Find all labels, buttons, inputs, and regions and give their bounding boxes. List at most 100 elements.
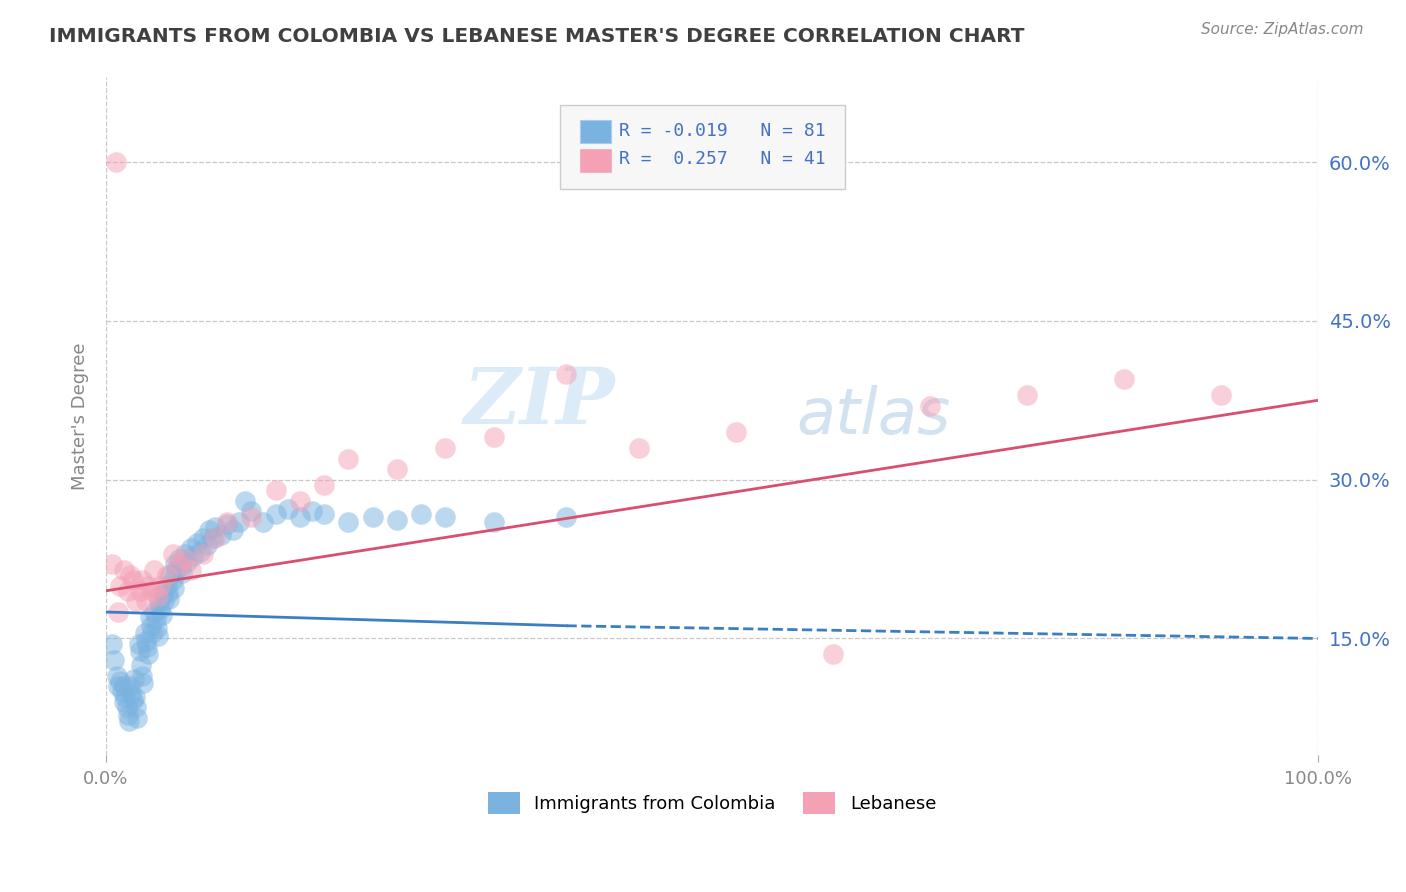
Point	[204, 531, 226, 545]
Point	[105, 668, 128, 682]
Point	[146, 629, 169, 643]
Point	[1209, 388, 1232, 402]
Point	[1015, 388, 1038, 402]
Point	[288, 509, 311, 524]
Point	[112, 695, 135, 709]
Point	[173, 552, 195, 566]
Point	[124, 690, 146, 704]
Text: atlas: atlas	[797, 385, 950, 447]
Point	[240, 509, 263, 524]
Point	[156, 586, 179, 600]
Point	[138, 610, 160, 624]
Point	[312, 507, 335, 521]
Point	[107, 605, 129, 619]
Point	[186, 536, 208, 550]
FancyBboxPatch shape	[579, 149, 612, 171]
Point	[104, 155, 127, 169]
Point	[128, 583, 150, 598]
Point	[141, 626, 163, 640]
Point	[167, 552, 190, 566]
Point	[146, 621, 169, 635]
Point	[159, 568, 181, 582]
Point	[128, 637, 150, 651]
Text: Source: ZipAtlas.com: Source: ZipAtlas.com	[1201, 22, 1364, 37]
Point	[434, 509, 457, 524]
Point	[162, 547, 184, 561]
Text: R =  0.257   N = 41: R = 0.257 N = 41	[619, 151, 825, 169]
Point	[385, 513, 408, 527]
Point	[117, 707, 139, 722]
Point	[172, 566, 194, 580]
Point	[1112, 372, 1135, 386]
Point	[107, 679, 129, 693]
Point	[112, 563, 135, 577]
Point	[128, 644, 150, 658]
Point	[148, 594, 170, 608]
Point	[337, 451, 360, 466]
Point	[918, 399, 941, 413]
Point	[190, 544, 212, 558]
Point	[110, 673, 132, 688]
Point	[191, 531, 214, 545]
Point	[141, 583, 163, 598]
Point	[167, 558, 190, 572]
Point	[135, 633, 157, 648]
Point	[136, 578, 159, 592]
Text: R = -0.019   N = 81: R = -0.019 N = 81	[619, 122, 825, 140]
Point	[555, 367, 578, 381]
Point	[181, 549, 204, 563]
Point	[136, 648, 159, 662]
Point	[191, 547, 214, 561]
Point	[120, 679, 142, 693]
Point	[165, 563, 187, 577]
Point	[312, 478, 335, 492]
Point	[136, 640, 159, 654]
Point	[555, 509, 578, 524]
Point	[482, 430, 505, 444]
Point	[131, 573, 153, 587]
Text: IMMIGRANTS FROM COLOMBIA VS LEBANESE MASTER'S DEGREE CORRELATION CHART: IMMIGRANTS FROM COLOMBIA VS LEBANESE MAS…	[49, 27, 1025, 45]
Point	[132, 676, 155, 690]
Point	[127, 711, 149, 725]
Point	[173, 547, 195, 561]
Y-axis label: Master's Degree: Master's Degree	[72, 343, 89, 490]
Point	[361, 509, 384, 524]
Point	[252, 515, 274, 529]
Point	[288, 493, 311, 508]
Point	[111, 684, 134, 698]
Point	[482, 515, 505, 529]
Point	[149, 602, 172, 616]
Point	[139, 619, 162, 633]
Point	[155, 568, 177, 582]
Point	[209, 527, 232, 541]
Point	[143, 605, 166, 619]
Point	[163, 558, 186, 572]
Point	[152, 587, 174, 601]
Point	[233, 493, 256, 508]
Point	[204, 520, 226, 534]
Point	[170, 559, 193, 574]
Point	[149, 578, 172, 592]
Point	[176, 555, 198, 569]
FancyBboxPatch shape	[579, 120, 612, 143]
Point	[240, 504, 263, 518]
Point	[163, 581, 186, 595]
Point	[434, 441, 457, 455]
Point	[264, 483, 287, 498]
Point	[131, 668, 153, 682]
Point	[120, 568, 142, 582]
FancyBboxPatch shape	[561, 104, 845, 189]
Point	[180, 541, 202, 556]
Point	[122, 672, 145, 686]
Point	[155, 578, 177, 592]
Text: ZIP: ZIP	[464, 364, 614, 441]
Point	[162, 573, 184, 587]
Point	[264, 507, 287, 521]
Point	[628, 441, 651, 455]
Point	[385, 462, 408, 476]
Point	[101, 637, 124, 651]
Point	[409, 507, 432, 521]
Point	[125, 700, 148, 714]
Point	[180, 563, 202, 577]
Point	[150, 608, 173, 623]
